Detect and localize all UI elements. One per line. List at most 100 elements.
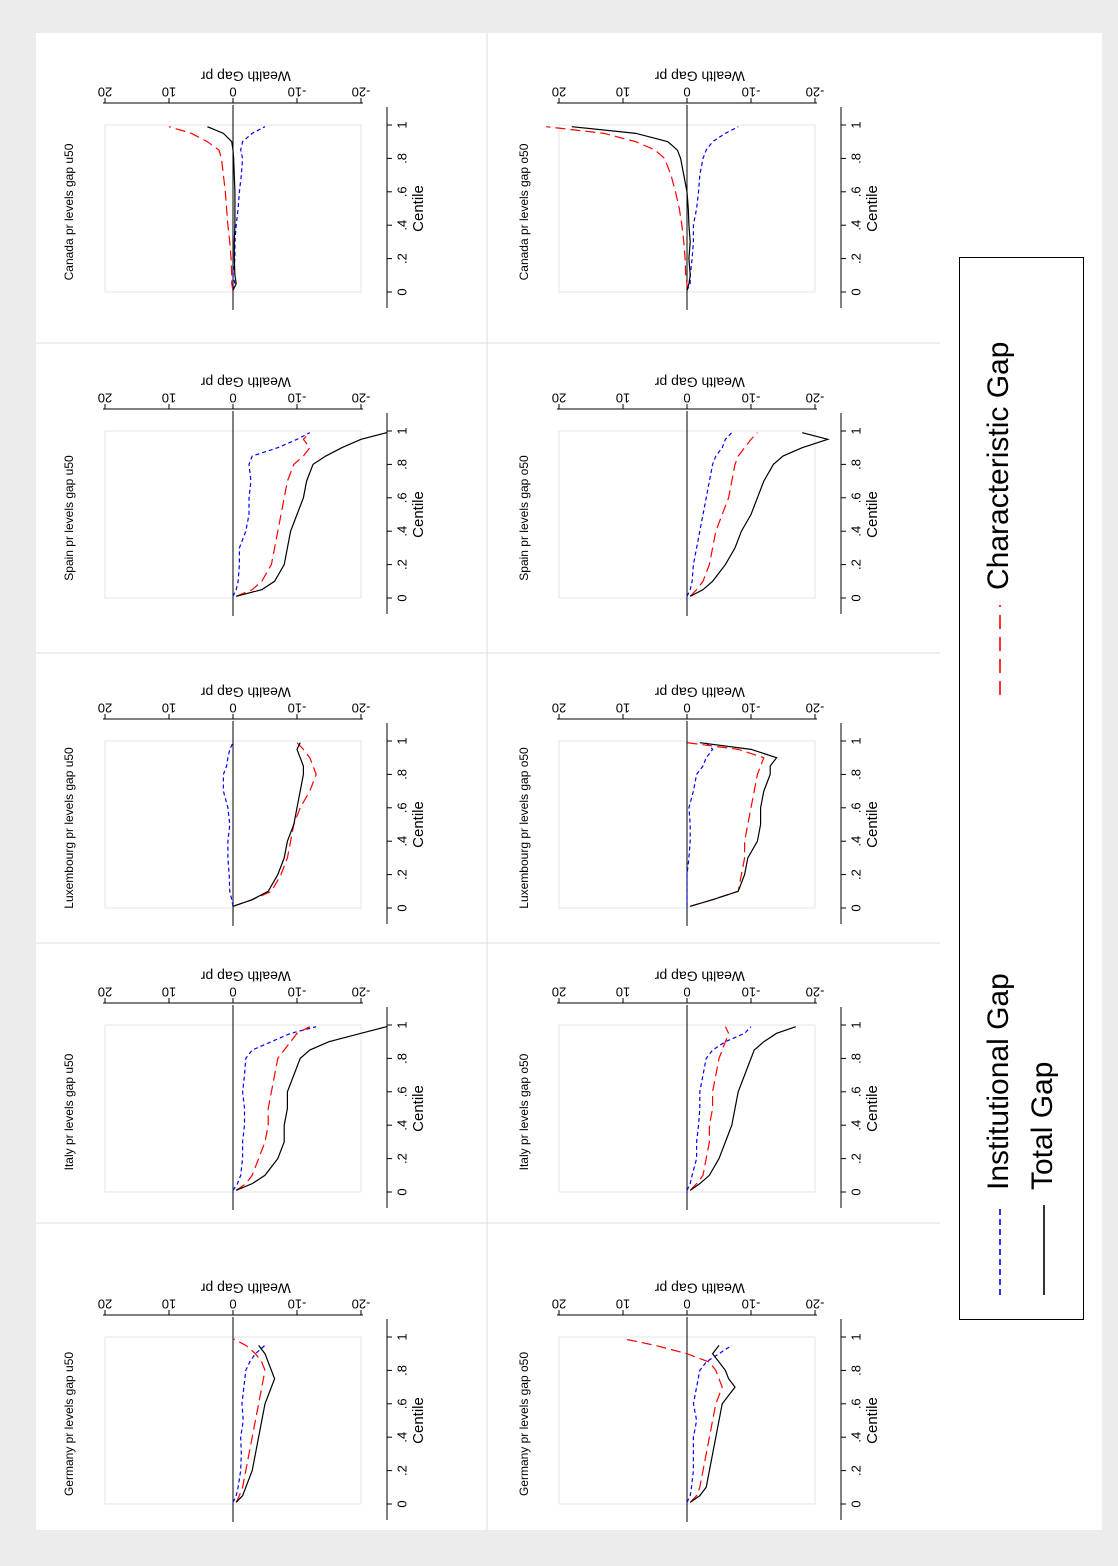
legend-label: Characteristic Gap xyxy=(982,342,1015,590)
value-tick-label: -20 xyxy=(806,985,825,1000)
series-line-institutional-gap xyxy=(232,1344,266,1503)
centile-tick-label: .4 xyxy=(394,1120,409,1131)
centile-tick-label: .8 xyxy=(394,459,409,470)
centile-axis-title: Centile xyxy=(864,1397,881,1444)
value-tick-label: 20 xyxy=(552,391,566,406)
value-tick-label: -10 xyxy=(742,85,761,100)
series-line-total-gap xyxy=(689,1344,736,1503)
series-line-characteristic-gap xyxy=(235,432,311,597)
value-tick-label: -20 xyxy=(806,1297,825,1312)
value-tick-label: 20 xyxy=(98,701,112,716)
centile-axis-title: Centile xyxy=(410,801,427,848)
value-tick-label: 20 xyxy=(552,985,566,1000)
panel-title: Germany pr levels gap u50 xyxy=(62,1352,76,1496)
series-line-total-gap xyxy=(689,432,830,597)
centile-tick-label: .2 xyxy=(394,1153,409,1164)
value-axis-title: Wealth Gap pr xyxy=(200,374,290,390)
centile-axis-title: Centile xyxy=(410,491,427,538)
centile-tick-label: 1 xyxy=(394,1333,409,1340)
series-line-total-gap xyxy=(207,126,237,291)
value-tick-label: -20 xyxy=(352,1297,371,1312)
centile-axis-title: Centile xyxy=(864,491,881,538)
value-tick-label: 0 xyxy=(683,391,690,406)
centile-tick-label: .8 xyxy=(848,1365,863,1376)
centile-tick-label: .8 xyxy=(394,1365,409,1376)
value-tick-label: 20 xyxy=(98,985,112,1000)
panel-title: Canada pr levels gap u50 xyxy=(62,143,76,280)
panel-title: Italy pr levels gap o50 xyxy=(517,1053,531,1170)
series-line-total-gap xyxy=(689,1026,796,1191)
value-tick-label: -20 xyxy=(352,701,371,716)
centile-tick-label: .6 xyxy=(394,186,409,197)
panel-title: Germany pr levels gap o50 xyxy=(517,1352,531,1496)
value-tick-label: 0 xyxy=(683,985,690,1000)
value-tick-label: -10 xyxy=(288,391,307,406)
centile-tick-label: .4 xyxy=(848,1120,863,1131)
panel-title: Spain pr levels gap o50 xyxy=(517,455,531,581)
value-axis-title: Wealth Gap pr xyxy=(200,1280,290,1296)
centile-tick-label: .8 xyxy=(394,153,409,164)
figure-area xyxy=(36,33,1102,1530)
series-line-total-gap xyxy=(235,1344,276,1503)
centile-tick-label: .4 xyxy=(394,836,409,847)
centile-tick-label: .2 xyxy=(394,869,409,880)
value-tick-label: -20 xyxy=(806,391,825,406)
centile-tick-label: 1 xyxy=(394,427,409,434)
value-tick-label: 10 xyxy=(162,701,176,716)
value-axis-title: Wealth Gap pr xyxy=(200,684,290,700)
series-line-total-gap xyxy=(690,742,778,907)
centile-tick-label: .4 xyxy=(848,220,863,231)
value-axis-title: Wealth Gap pr xyxy=(200,68,290,84)
centile-tick-label: .8 xyxy=(848,769,863,780)
series-line-institutional-gap xyxy=(686,1344,733,1503)
centile-tick-label: .4 xyxy=(848,836,863,847)
value-tick-label: -10 xyxy=(288,985,307,1000)
legend-box xyxy=(959,257,1084,1320)
panel-title: Spain pr levels gap u50 xyxy=(62,455,76,581)
centile-tick-label: .8 xyxy=(848,459,863,470)
series-line-total-gap xyxy=(232,742,304,907)
series-line-institutional-gap xyxy=(222,742,234,907)
centile-tick-label: .4 xyxy=(394,526,409,537)
centile-tick-label: .8 xyxy=(394,769,409,780)
centile-tick-label: .6 xyxy=(394,1398,409,1409)
series-line-total-gap xyxy=(235,1026,387,1191)
value-axis-title: Wealth Gap pr xyxy=(654,374,744,390)
value-tick-label: 20 xyxy=(98,85,112,100)
value-tick-label: -20 xyxy=(352,85,371,100)
series-line-institutional-gap xyxy=(686,432,733,597)
value-axis-title: Wealth Gap pr xyxy=(200,968,290,984)
value-tick-label: -10 xyxy=(288,85,307,100)
value-tick-label: 10 xyxy=(616,701,630,716)
centile-axis-title: Centile xyxy=(410,185,427,232)
value-tick-label: -20 xyxy=(352,391,371,406)
panel-title: Italy pr levels gap u50 xyxy=(62,1053,76,1170)
value-tick-label: 10 xyxy=(616,1297,630,1312)
value-tick-label: -10 xyxy=(288,701,307,716)
centile-tick-label: 0 xyxy=(394,1500,409,1507)
value-tick-label: 0 xyxy=(229,985,236,1000)
centile-tick-label: 0 xyxy=(848,1500,863,1507)
centile-tick-label: .2 xyxy=(848,869,863,880)
series-line-institutional-gap xyxy=(686,1026,752,1191)
centile-tick-label: .6 xyxy=(394,802,409,813)
centile-tick-label: .6 xyxy=(848,492,863,503)
centile-tick-label: 0 xyxy=(848,1188,863,1195)
value-tick-label: 10 xyxy=(616,391,630,406)
legend-label: Total Gap xyxy=(1026,1062,1059,1190)
centile-tick-label: 1 xyxy=(394,1021,409,1028)
series-line-total-gap xyxy=(236,432,387,597)
series-line-characteristic-gap xyxy=(689,432,758,597)
centile-tick-label: .4 xyxy=(394,1432,409,1443)
value-tick-label: 0 xyxy=(229,85,236,100)
centile-tick-label: .2 xyxy=(848,559,863,570)
centile-axis-title: Centile xyxy=(864,185,881,232)
value-tick-label: 0 xyxy=(683,85,690,100)
series-line-institutional-gap xyxy=(232,432,311,597)
value-tick-label: 20 xyxy=(552,1297,566,1312)
value-axis-title: Wealth Gap pr xyxy=(654,968,744,984)
centile-axis-title: Centile xyxy=(410,1085,427,1132)
